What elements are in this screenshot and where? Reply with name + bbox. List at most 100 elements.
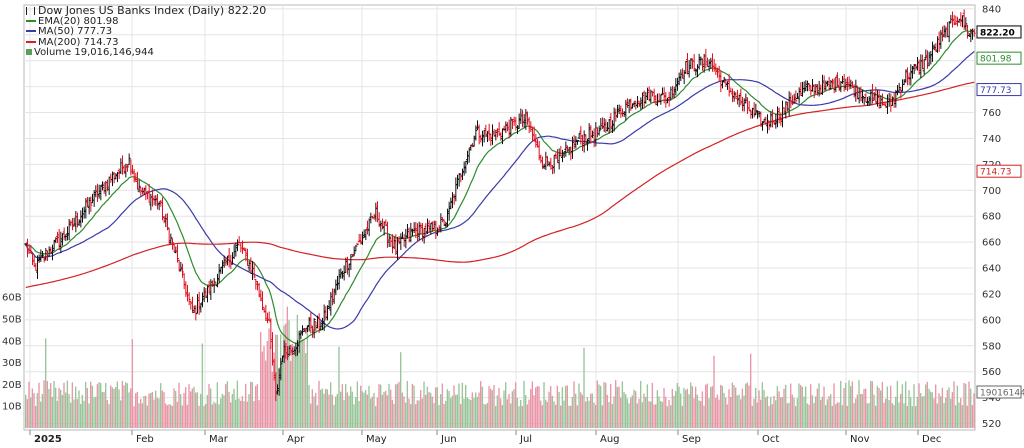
ohlc-bar bbox=[286, 345, 289, 361]
volume-bar bbox=[933, 398, 935, 428]
volume-bar bbox=[198, 405, 200, 428]
volume-bar bbox=[65, 392, 67, 428]
volume-bar bbox=[51, 396, 54, 428]
volume-bar bbox=[825, 405, 827, 428]
ohlc-bar bbox=[187, 292, 191, 306]
value-flag-label: 19016144 bbox=[980, 389, 1024, 399]
volume-bar bbox=[971, 405, 974, 428]
volume-bar bbox=[706, 383, 709, 428]
volume-bar bbox=[250, 381, 252, 428]
volume-bar bbox=[670, 405, 672, 428]
volume-bar bbox=[225, 384, 227, 428]
volume-bar bbox=[866, 403, 869, 428]
volume-bar bbox=[683, 387, 685, 428]
volume-bar bbox=[523, 380, 525, 428]
indicator-lines bbox=[25, 30, 975, 345]
volume-bar bbox=[496, 395, 499, 428]
volume-bar bbox=[338, 346, 340, 428]
volume-bar bbox=[213, 401, 215, 428]
volume-bar bbox=[28, 381, 30, 428]
month-label: Feb bbox=[136, 434, 154, 445]
volume-bar bbox=[390, 389, 392, 428]
volume-bar bbox=[340, 391, 342, 428]
volume-bar bbox=[91, 385, 94, 428]
volume-bar bbox=[385, 390, 387, 428]
volume-bar bbox=[538, 386, 540, 428]
volume-bar bbox=[833, 383, 835, 428]
value-flag-label: 777.73 bbox=[980, 86, 1012, 96]
volume-bar bbox=[603, 381, 605, 428]
volume-bar bbox=[466, 397, 469, 428]
volume-bar bbox=[575, 393, 577, 428]
volume-bar bbox=[98, 382, 100, 428]
volume-bar bbox=[276, 334, 279, 428]
volume-bar bbox=[146, 405, 149, 428]
volume-bar bbox=[393, 403, 395, 428]
volume-bar bbox=[563, 400, 565, 428]
volume-bar bbox=[290, 360, 292, 428]
volume-bar bbox=[850, 386, 852, 428]
volume-bar bbox=[60, 389, 62, 428]
month-label: May bbox=[366, 434, 387, 445]
volume-bar bbox=[130, 388, 132, 428]
volume-bar bbox=[923, 395, 925, 428]
value-flag-label: 801.98 bbox=[980, 55, 1012, 65]
volume-bar bbox=[326, 389, 329, 428]
volume-bar bbox=[735, 387, 737, 428]
volume-bar bbox=[561, 387, 564, 428]
volume-bar bbox=[168, 404, 170, 428]
volume-bar bbox=[716, 394, 719, 428]
legend-volume: Volume 19,016,146,944 bbox=[26, 47, 266, 59]
ohlc-bar bbox=[261, 291, 264, 311]
volume-bar bbox=[300, 336, 302, 428]
volume-bar bbox=[525, 394, 527, 428]
volume-bar bbox=[660, 401, 662, 428]
volume-bar bbox=[396, 383, 399, 428]
volume-bar bbox=[53, 380, 55, 428]
volume-bar bbox=[268, 328, 270, 428]
volume-bar bbox=[750, 353, 752, 428]
volume-bar bbox=[96, 384, 99, 428]
volume-bar bbox=[693, 398, 695, 428]
volume-bar bbox=[206, 394, 209, 428]
volume-bar bbox=[320, 389, 322, 428]
volume-bar bbox=[878, 387, 880, 428]
volume-tick-label: 60B bbox=[2, 293, 22, 304]
volume-bar bbox=[868, 402, 870, 428]
volume-bar bbox=[93, 397, 95, 428]
volume-bar bbox=[688, 394, 690, 428]
volume-bar bbox=[751, 405, 754, 428]
volume-bar bbox=[635, 391, 637, 428]
volume-bar bbox=[510, 403, 512, 428]
volume-bar bbox=[151, 391, 154, 428]
ohlc-bar bbox=[236, 239, 239, 252]
volume-bar bbox=[210, 388, 212, 428]
month-label: Jun bbox=[440, 434, 457, 445]
volume-bar bbox=[970, 388, 972, 428]
volume-bar bbox=[815, 396, 817, 428]
volume-bar bbox=[631, 395, 634, 428]
volume-bar bbox=[816, 388, 819, 428]
volume-bar bbox=[900, 394, 902, 428]
volume-bar bbox=[313, 396, 315, 428]
ma200-line bbox=[25, 81, 975, 289]
ohlc-bar bbox=[171, 238, 174, 250]
volume-bar bbox=[126, 383, 129, 428]
volume-bar bbox=[80, 403, 82, 428]
volume-bar bbox=[678, 386, 680, 428]
volume-bar bbox=[193, 386, 195, 428]
volume-bar bbox=[381, 394, 384, 428]
volume-bar bbox=[475, 392, 477, 428]
volume-bar bbox=[876, 385, 879, 428]
volume-bar bbox=[293, 354, 295, 428]
volume-bar bbox=[861, 394, 864, 428]
volume-bar bbox=[600, 385, 602, 428]
volume-bar bbox=[211, 404, 214, 428]
volume-bar bbox=[618, 386, 620, 428]
volume-bar bbox=[880, 390, 882, 428]
volume-bar bbox=[593, 402, 595, 428]
volume-bar bbox=[108, 404, 110, 428]
volume-bar bbox=[36, 393, 39, 428]
ohlc-bar bbox=[964, 17, 968, 31]
volume-bar bbox=[160, 383, 162, 428]
